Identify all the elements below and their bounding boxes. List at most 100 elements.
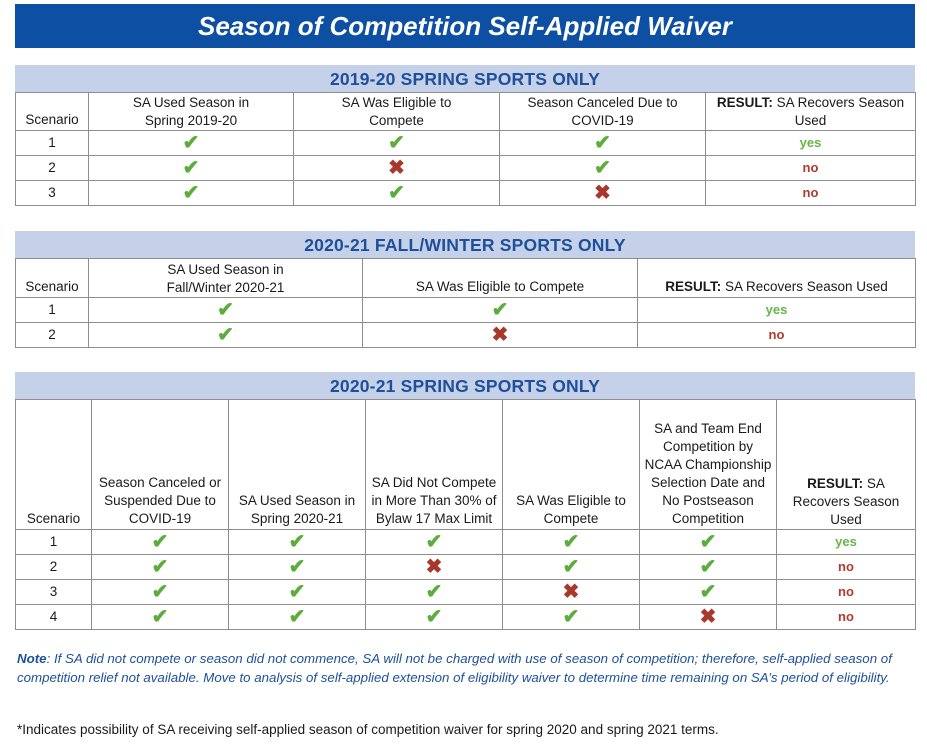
x-mark-icon: ✖ xyxy=(491,323,509,346)
mark-cell: ✔ xyxy=(499,130,706,156)
note-label: Note xyxy=(17,651,47,666)
checkmark-icon: ✔ xyxy=(217,298,234,321)
result-column-header: RESULT: SA Recovers Season Used xyxy=(705,92,916,131)
checkmark-icon: ✔ xyxy=(288,555,306,578)
result-cell: no xyxy=(776,554,916,580)
mark-cell: ✔ xyxy=(91,604,229,630)
mark-cell: ✖ xyxy=(362,322,638,348)
table-row: 3 ✔ ✔ ✖ no xyxy=(15,180,916,206)
mark-cell: ✔ xyxy=(502,604,640,630)
section-2020-21-spring: 2020-21 SPRING SPORTS ONLY Scenario Seas… xyxy=(15,372,916,630)
section-2019-20-spring: 2019-20 SPRING SPORTS ONLY Scenario SA U… xyxy=(15,65,916,206)
mark-cell: ✖ xyxy=(499,180,706,206)
mark-cell: ✖ xyxy=(639,604,777,630)
mark-cell: ✔ xyxy=(228,554,366,580)
mark-cell: ✔ xyxy=(502,529,640,555)
checkmark-icon: ✔ xyxy=(182,131,200,154)
mark-cell: ✔ xyxy=(91,529,229,555)
result-cell: yes xyxy=(705,130,916,156)
mark-cell: ✔ xyxy=(228,579,366,605)
checkmark-icon: ✔ xyxy=(562,555,580,578)
table-row: 2 ✔ ✖ no xyxy=(15,322,916,348)
result-cell: no xyxy=(776,604,916,630)
scenario-number: 2 xyxy=(15,322,89,348)
table-row: 1 ✔ ✔ ✔ yes xyxy=(15,130,916,156)
note-text: : If SA did not compete or season did no… xyxy=(17,651,892,685)
checkmark-icon: ✔ xyxy=(425,530,443,553)
scenario-number: 1 xyxy=(15,529,92,555)
column-header: Season Canceled Due to COVID-19 xyxy=(499,92,706,131)
scenario-table: Scenario Season Canceled or Suspended Du… xyxy=(15,399,916,630)
x-mark-icon: ✖ xyxy=(562,580,580,603)
checkmark-icon: ✔ xyxy=(288,580,306,603)
checkmark-icon: ✔ xyxy=(425,580,443,603)
checkmark-icon: ✔ xyxy=(388,131,405,154)
mark-cell: ✔ xyxy=(293,130,500,156)
x-mark-icon: ✖ xyxy=(594,181,611,204)
result-cell: no xyxy=(705,155,916,181)
table-row: 1 ✔ ✔ ✔ ✔ ✔ yes xyxy=(15,529,916,555)
checkmark-icon: ✔ xyxy=(388,181,405,204)
scenario-number: 3 xyxy=(15,579,92,605)
column-header: Scenario xyxy=(15,399,92,530)
mark-cell: ✔ xyxy=(502,554,640,580)
page-title: Season of Competition Self-Applied Waive… xyxy=(15,4,915,48)
x-mark-icon: ✖ xyxy=(699,605,717,628)
result-column-header: RESULT: SA Recovers Season Used xyxy=(637,258,916,298)
mark-cell: ✔ xyxy=(499,155,706,181)
section-heading: 2020-21 FALL/WINTER SPORTS ONLY xyxy=(15,231,915,258)
mark-cell: ✔ xyxy=(362,297,638,323)
mark-cell: ✔ xyxy=(639,554,777,580)
table-row: 3 ✔ ✔ ✔ ✖ ✔ no xyxy=(15,579,916,605)
scenario-number: 2 xyxy=(15,155,89,181)
table-row: 2 ✔ ✖ ✔ no xyxy=(15,155,916,181)
result-cell: yes xyxy=(776,529,916,555)
checkmark-icon: ✔ xyxy=(699,530,717,553)
result-cell: yes xyxy=(637,297,916,323)
mark-cell: ✔ xyxy=(228,604,366,630)
checkmark-icon: ✔ xyxy=(151,580,169,603)
mark-cell: ✔ xyxy=(365,604,503,630)
checkmark-icon: ✔ xyxy=(151,555,169,578)
scenario-number: 3 xyxy=(15,180,89,206)
mark-cell: ✔ xyxy=(88,297,363,323)
scenario-number: 1 xyxy=(15,130,89,156)
scenario-table: Scenario SA Used Season in Spring 2019-2… xyxy=(15,92,916,206)
section-2020-21-fall-winter: 2020-21 FALL/WINTER SPORTS ONLY Scenario… xyxy=(15,231,916,348)
table-row: 4 ✔ ✔ ✔ ✔ ✖ no xyxy=(15,604,916,630)
result-cell: no xyxy=(705,180,916,206)
table-row: 1 ✔ ✔ yes xyxy=(15,297,916,323)
scenario-number: 1 xyxy=(15,297,89,323)
checkmark-icon: ✔ xyxy=(699,580,717,603)
note-paragraph: Note: If SA did not compete or season di… xyxy=(17,649,912,687)
column-header: SA Did Not Compete in More Than 30% of B… xyxy=(365,399,503,530)
mark-cell: ✔ xyxy=(88,322,363,348)
mark-cell: ✔ xyxy=(88,180,294,206)
checkmark-icon: ✔ xyxy=(562,605,580,628)
checkmark-icon: ✔ xyxy=(425,605,443,628)
scenario-number: 4 xyxy=(15,604,92,630)
column-header: SA Used Season in Fall/Winter 2020-21 xyxy=(88,258,363,298)
mark-cell: ✖ xyxy=(365,554,503,580)
section-heading: 2020-21 SPRING SPORTS ONLY xyxy=(15,372,915,399)
checkmark-icon: ✔ xyxy=(182,156,200,179)
checkmark-icon: ✔ xyxy=(594,131,611,154)
section-heading: 2019-20 SPRING SPORTS ONLY xyxy=(15,65,915,92)
mark-cell: ✔ xyxy=(639,529,777,555)
mark-cell: ✔ xyxy=(88,130,294,156)
result-cell: no xyxy=(776,579,916,605)
mark-cell: ✔ xyxy=(365,579,503,605)
checkmark-icon: ✔ xyxy=(699,555,717,578)
column-header: Scenario xyxy=(15,258,89,298)
column-header: SA Was Eligible to Compete xyxy=(293,92,500,131)
table-row: 2 ✔ ✔ ✖ ✔ ✔ no xyxy=(15,554,916,580)
mark-cell: ✔ xyxy=(88,155,294,181)
mark-cell: ✔ xyxy=(91,554,229,580)
checkmark-icon: ✔ xyxy=(151,530,169,553)
column-header: SA and Team End Competition by NCAA Cham… xyxy=(639,399,777,530)
mark-cell: ✖ xyxy=(293,155,500,181)
mark-cell: ✔ xyxy=(639,579,777,605)
checkmark-icon: ✔ xyxy=(562,530,580,553)
checkmark-icon: ✔ xyxy=(182,181,200,204)
scenario-number: 2 xyxy=(15,554,92,580)
